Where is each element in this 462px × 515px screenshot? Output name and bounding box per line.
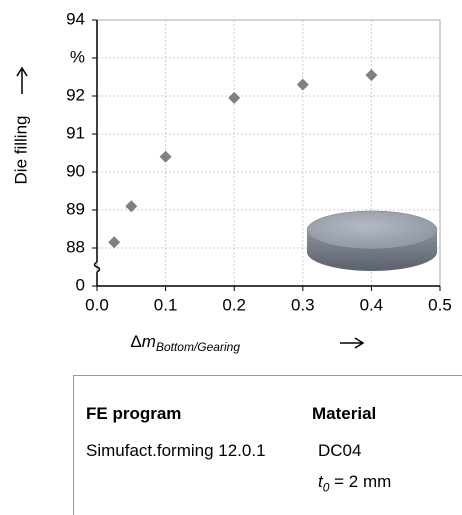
table-cell: DC04 [318, 441, 362, 460]
table-cell: Simufact.forming 12.0.1 [86, 441, 266, 460]
data-point [365, 69, 378, 82]
note-subscript: 0 [322, 480, 330, 495]
y-tick-label: 94 [66, 9, 85, 28]
data-point [108, 236, 121, 249]
material-note: t0 = 2 mm [318, 472, 391, 494]
data-point [296, 78, 309, 91]
note-symbol: t [318, 472, 323, 491]
axis-break [93, 261, 101, 273]
y-tick-label: 91 [66, 123, 85, 142]
table-header: Material [312, 404, 377, 423]
y-tick-label: 92 [66, 85, 85, 104]
x-tick-label: 0.1 [154, 295, 178, 314]
x-label-prefix: Δ [130, 332, 141, 351]
x-tick-label: 0.3 [291, 295, 315, 314]
x-label-symbol: m [142, 332, 156, 351]
x-tick-label: 0.0 [85, 295, 109, 314]
y-tick-label: 88 [66, 237, 85, 256]
x-tick-label: 0.5 [428, 295, 452, 314]
x-label-subscript: Bottom/Gearing [156, 340, 240, 354]
data-point [159, 150, 172, 163]
y-tick-label: % [70, 47, 85, 66]
y-axis-label: Die filling [11, 116, 30, 185]
x-tick-label: 0.4 [360, 295, 384, 314]
table-header: FE program [86, 404, 182, 423]
data-point [228, 91, 241, 104]
x-axis-arrow [340, 337, 365, 349]
x-tick-label: 0.2 [222, 295, 246, 314]
chart: Die filling ΔmBottom/Gearing 88 89 90 91 92%… [11, 9, 452, 354]
y-tick-label: 89 [66, 199, 85, 218]
info-table: FE program Material Simufact.forming 12.… [73, 375, 462, 515]
x-axis-label: ΔmBottom/Gearing [130, 332, 240, 354]
y-tick-label: 90 [66, 161, 85, 180]
note-rest: = 2 mm [329, 472, 392, 491]
disk-image [306, 210, 438, 271]
data-point [125, 200, 138, 213]
y-axis-arrow [16, 66, 28, 94]
y-break-tick-label: 0 [76, 275, 85, 294]
